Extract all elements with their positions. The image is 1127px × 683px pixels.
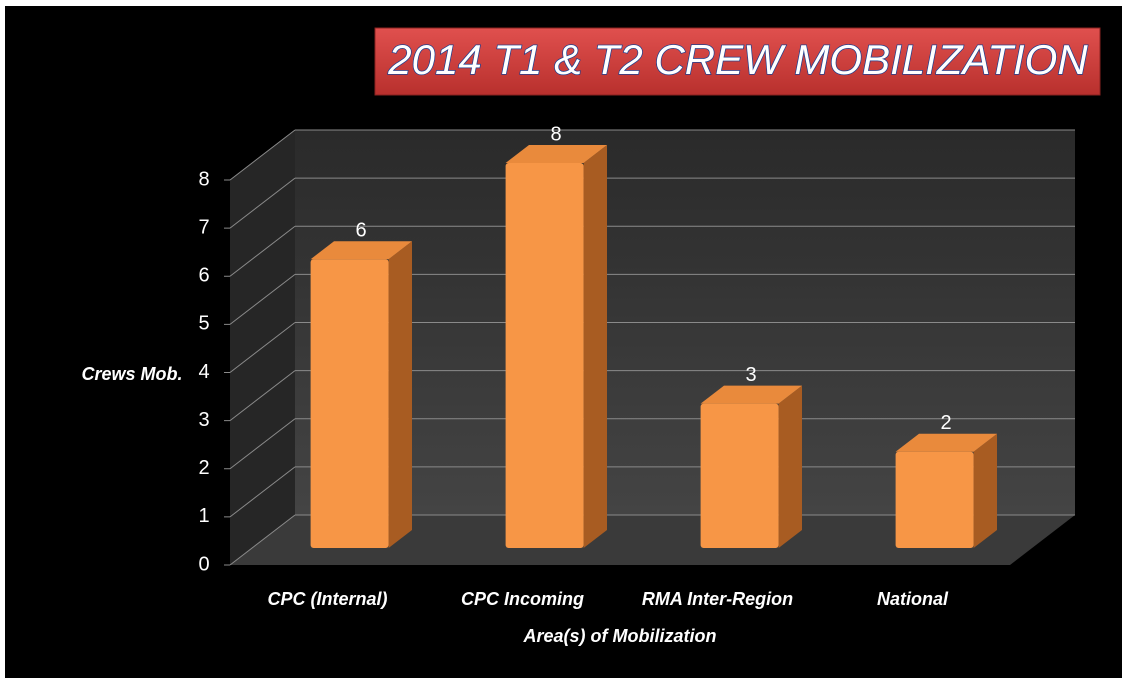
y-tick-label: 6 <box>198 265 209 287</box>
y-tick-label: 3 <box>198 409 209 431</box>
grid-line <box>229 322 296 373</box>
y-tick-label: 2 <box>198 457 209 479</box>
bar <box>505 163 584 548</box>
x-tick-label: RMA Inter-Region <box>642 589 793 609</box>
grid-line <box>229 466 296 518</box>
grid-line <box>229 225 296 277</box>
x-axis-title: Area(s) of Mobilization <box>523 626 717 646</box>
plot-area: 0 1 2 3 4 5 6 7 8 CPC (Internal) 6 CPC Incoming 8 RMA… <box>198 123 1075 609</box>
bar-side <box>388 241 412 548</box>
y-tick-label: 8 <box>198 168 209 190</box>
y-tick-label: 0 <box>198 553 209 575</box>
y-tick-label: 1 <box>198 505 209 527</box>
x-tick-label: CPC Incoming <box>461 589 584 609</box>
y-tick-label: 5 <box>198 313 209 335</box>
bar <box>310 259 389 548</box>
data-label: 2 <box>940 412 951 434</box>
bar-top <box>505 145 607 163</box>
title-box <box>374 27 1101 96</box>
y-axis-title: Crews Mob. <box>81 364 182 384</box>
bar-side <box>778 385 802 548</box>
x-tick-label: CPC (Internal) <box>267 589 387 609</box>
data-label: 3 <box>745 364 756 386</box>
bar-side <box>583 145 607 548</box>
y-tick-label: 7 <box>198 216 209 238</box>
bar <box>700 403 779 548</box>
data-label: 6 <box>355 220 366 242</box>
x-tick-label: National <box>877 589 949 609</box>
grid-line <box>229 418 296 470</box>
grid-line <box>229 273 296 325</box>
bar <box>895 451 974 548</box>
floor <box>230 515 1075 565</box>
grid-line <box>229 177 296 229</box>
bar-top <box>895 433 997 452</box>
bar-top <box>700 385 802 404</box>
grid-line <box>229 514 296 566</box>
data-label: 8 <box>550 123 561 145</box>
grid-line <box>229 370 296 422</box>
grid-line <box>229 129 296 181</box>
bar-top <box>310 241 412 260</box>
bar-side <box>973 433 997 548</box>
y-tick-label: 4 <box>198 361 209 383</box>
chart-title: 2014 T1 & T2 CREW MOBILIZATION <box>387 36 1088 83</box>
